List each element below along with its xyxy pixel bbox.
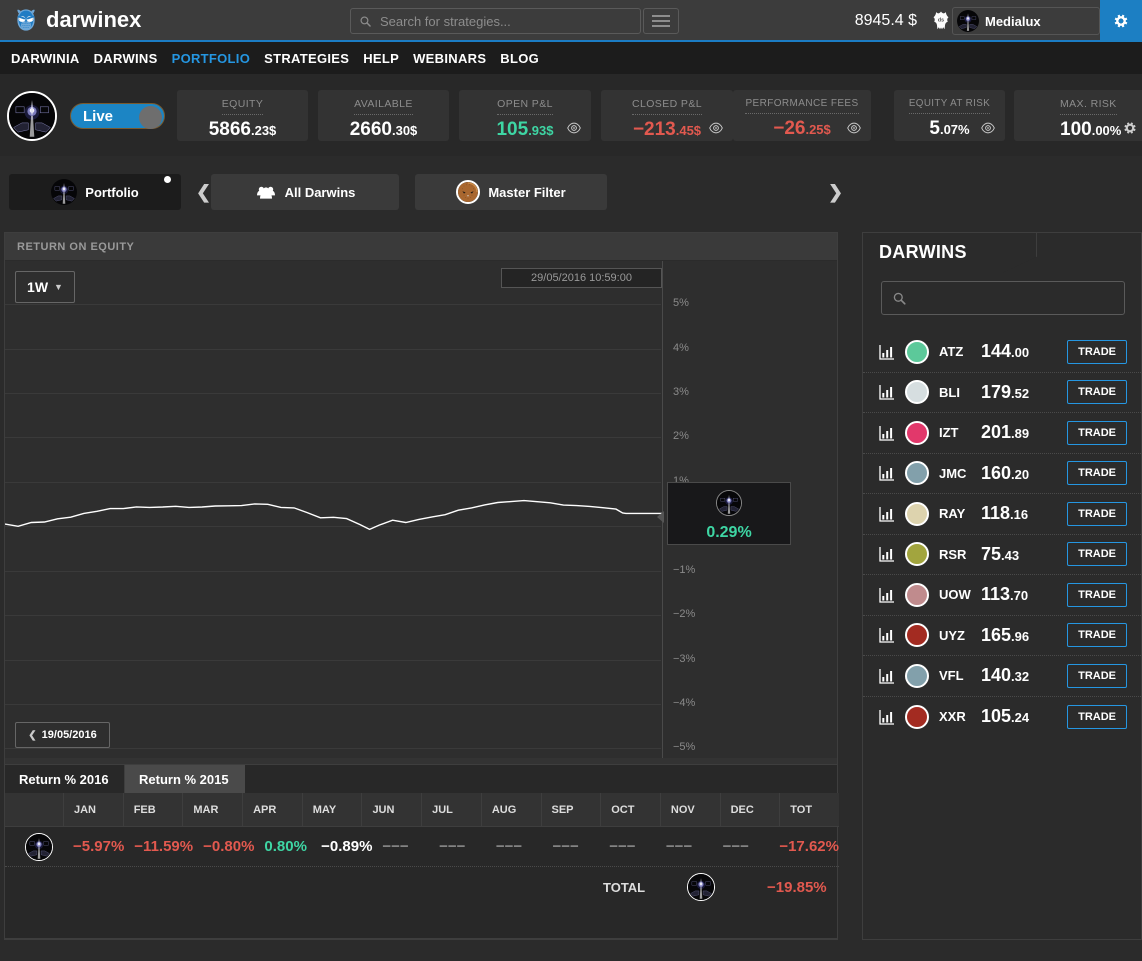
- svg-text:ds: ds: [938, 18, 944, 24]
